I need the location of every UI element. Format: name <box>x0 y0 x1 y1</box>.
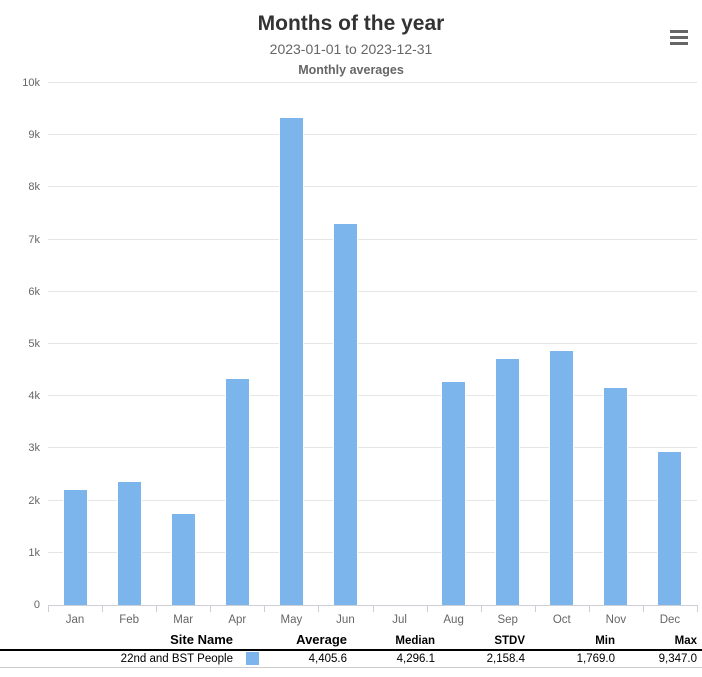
y-axis-label-2k: 2k <box>28 494 40 507</box>
plot-area <box>48 82 698 612</box>
x-axis-tick <box>102 605 104 612</box>
site-name-value: 22nd and BST People <box>120 653 233 665</box>
header-stdv: STDV <box>494 635 525 647</box>
gridline-6k <box>48 290 697 292</box>
chart-subtitle-daterange: 2023-01-01 to 2023-12-31 <box>269 41 433 57</box>
header-min: Min <box>595 635 615 647</box>
x-axis-label-jun: Jun <box>336 614 355 626</box>
x-axis-tick <box>264 605 266 612</box>
header-average: Average <box>296 632 347 647</box>
bar-nov[interactable] <box>603 387 629 605</box>
y-axis-label-0: 0 <box>33 599 40 611</box>
max-value: 9,347.0 <box>658 653 697 665</box>
x-axis-label-aug: Aug <box>443 614 464 626</box>
y-axis-label-4k: 4k <box>28 390 40 403</box>
x-axis-label-apr: Apr <box>228 614 247 626</box>
series-swatch-cell <box>238 652 268 665</box>
gridline-1k <box>48 551 697 553</box>
bar-sep[interactable] <box>495 357 521 605</box>
x-axis-label-jul: Jul <box>392 614 407 626</box>
x-axis-tick <box>426 605 428 612</box>
header-max: Max <box>674 635 697 647</box>
min-value: 1,769.0 <box>576 653 615 665</box>
x-axis-label-oct: Oct <box>552 614 571 626</box>
y-axis-label-6k: 6k <box>28 285 40 298</box>
x-axis-tick <box>318 605 320 612</box>
bar-may[interactable] <box>278 117 304 605</box>
x-axis-tick <box>480 605 482 612</box>
y-axis-label-8k: 8k <box>28 181 40 194</box>
x-axis-tick <box>210 605 212 612</box>
bar-mar[interactable] <box>170 512 196 605</box>
series-color-swatch <box>246 652 259 665</box>
x-axis-label-may: May <box>280 614 303 626</box>
stats-table-header-row: Site Name Average Median STDV Min Max <box>0 632 702 651</box>
chart-container: Months of the year 2023-01-01 to 2023-12… <box>22 12 698 626</box>
hamburger-menu-icon[interactable] <box>666 26 692 48</box>
x-axis-label-feb: Feb <box>119 614 140 626</box>
bar-aug[interactable] <box>441 380 467 605</box>
y-axis-label-10k: 10k <box>22 77 40 89</box>
y-axis-label-9k: 9k <box>28 129 40 142</box>
gridline-3k <box>48 447 697 449</box>
gridline-4k <box>48 395 697 397</box>
x-axis-tick <box>156 605 158 612</box>
bar-jan[interactable] <box>62 488 88 605</box>
chart-title: Months of the year <box>257 12 445 35</box>
hamburger-bar <box>670 41 688 45</box>
hamburger-bar <box>670 35 688 39</box>
x-axis-tick <box>697 605 698 612</box>
header-site-name: Site Name <box>170 632 233 647</box>
gridline-2k <box>48 499 697 501</box>
gridline-10k <box>48 82 697 83</box>
bar-jun[interactable] <box>332 222 358 605</box>
y-axis-label-1k: 1k <box>28 546 40 559</box>
stats-table: Site Name Average Median STDV Min Max 22… <box>0 632 702 668</box>
x-axis-tick <box>48 605 49 612</box>
x-axis-label-jan: Jan <box>65 614 85 626</box>
header-median: Median <box>395 635 435 647</box>
y-axis-label-5k: 5k <box>28 338 40 350</box>
y-axis-label-7k: 7k <box>28 233 40 246</box>
gridline-5k <box>48 343 697 344</box>
average-value: 4,405.6 <box>308 653 347 665</box>
x-axis-label-sep: Sep <box>497 614 518 626</box>
y-axis-label-3k: 3k <box>28 442 40 455</box>
x-axis-tick <box>534 605 536 612</box>
table-row: 22nd and BST People 4,405.6 4,296.1 2,15… <box>0 651 702 668</box>
x-axis-label-mar: Mar <box>173 614 194 626</box>
bar-oct[interactable] <box>549 350 575 605</box>
bar-dec[interactable] <box>657 451 683 605</box>
gridline-8k <box>48 186 697 188</box>
bar-apr[interactable] <box>224 377 250 605</box>
chart-subtitle-averages: Monthly averages <box>298 63 404 77</box>
x-axis-label-nov: Nov <box>605 614 627 626</box>
gridline-9k <box>48 134 697 136</box>
hamburger-bar <box>670 29 688 33</box>
x-axis-tick <box>372 605 374 612</box>
x-axis-tick <box>642 605 644 612</box>
bar-feb[interactable] <box>116 481 142 605</box>
stdv-value: 2,158.4 <box>486 653 525 665</box>
x-axis-tick <box>588 605 590 612</box>
x-axis-label-dec: Dec <box>659 614 681 626</box>
median-value: 4,296.1 <box>396 653 435 665</box>
gridline-7k <box>48 238 697 240</box>
